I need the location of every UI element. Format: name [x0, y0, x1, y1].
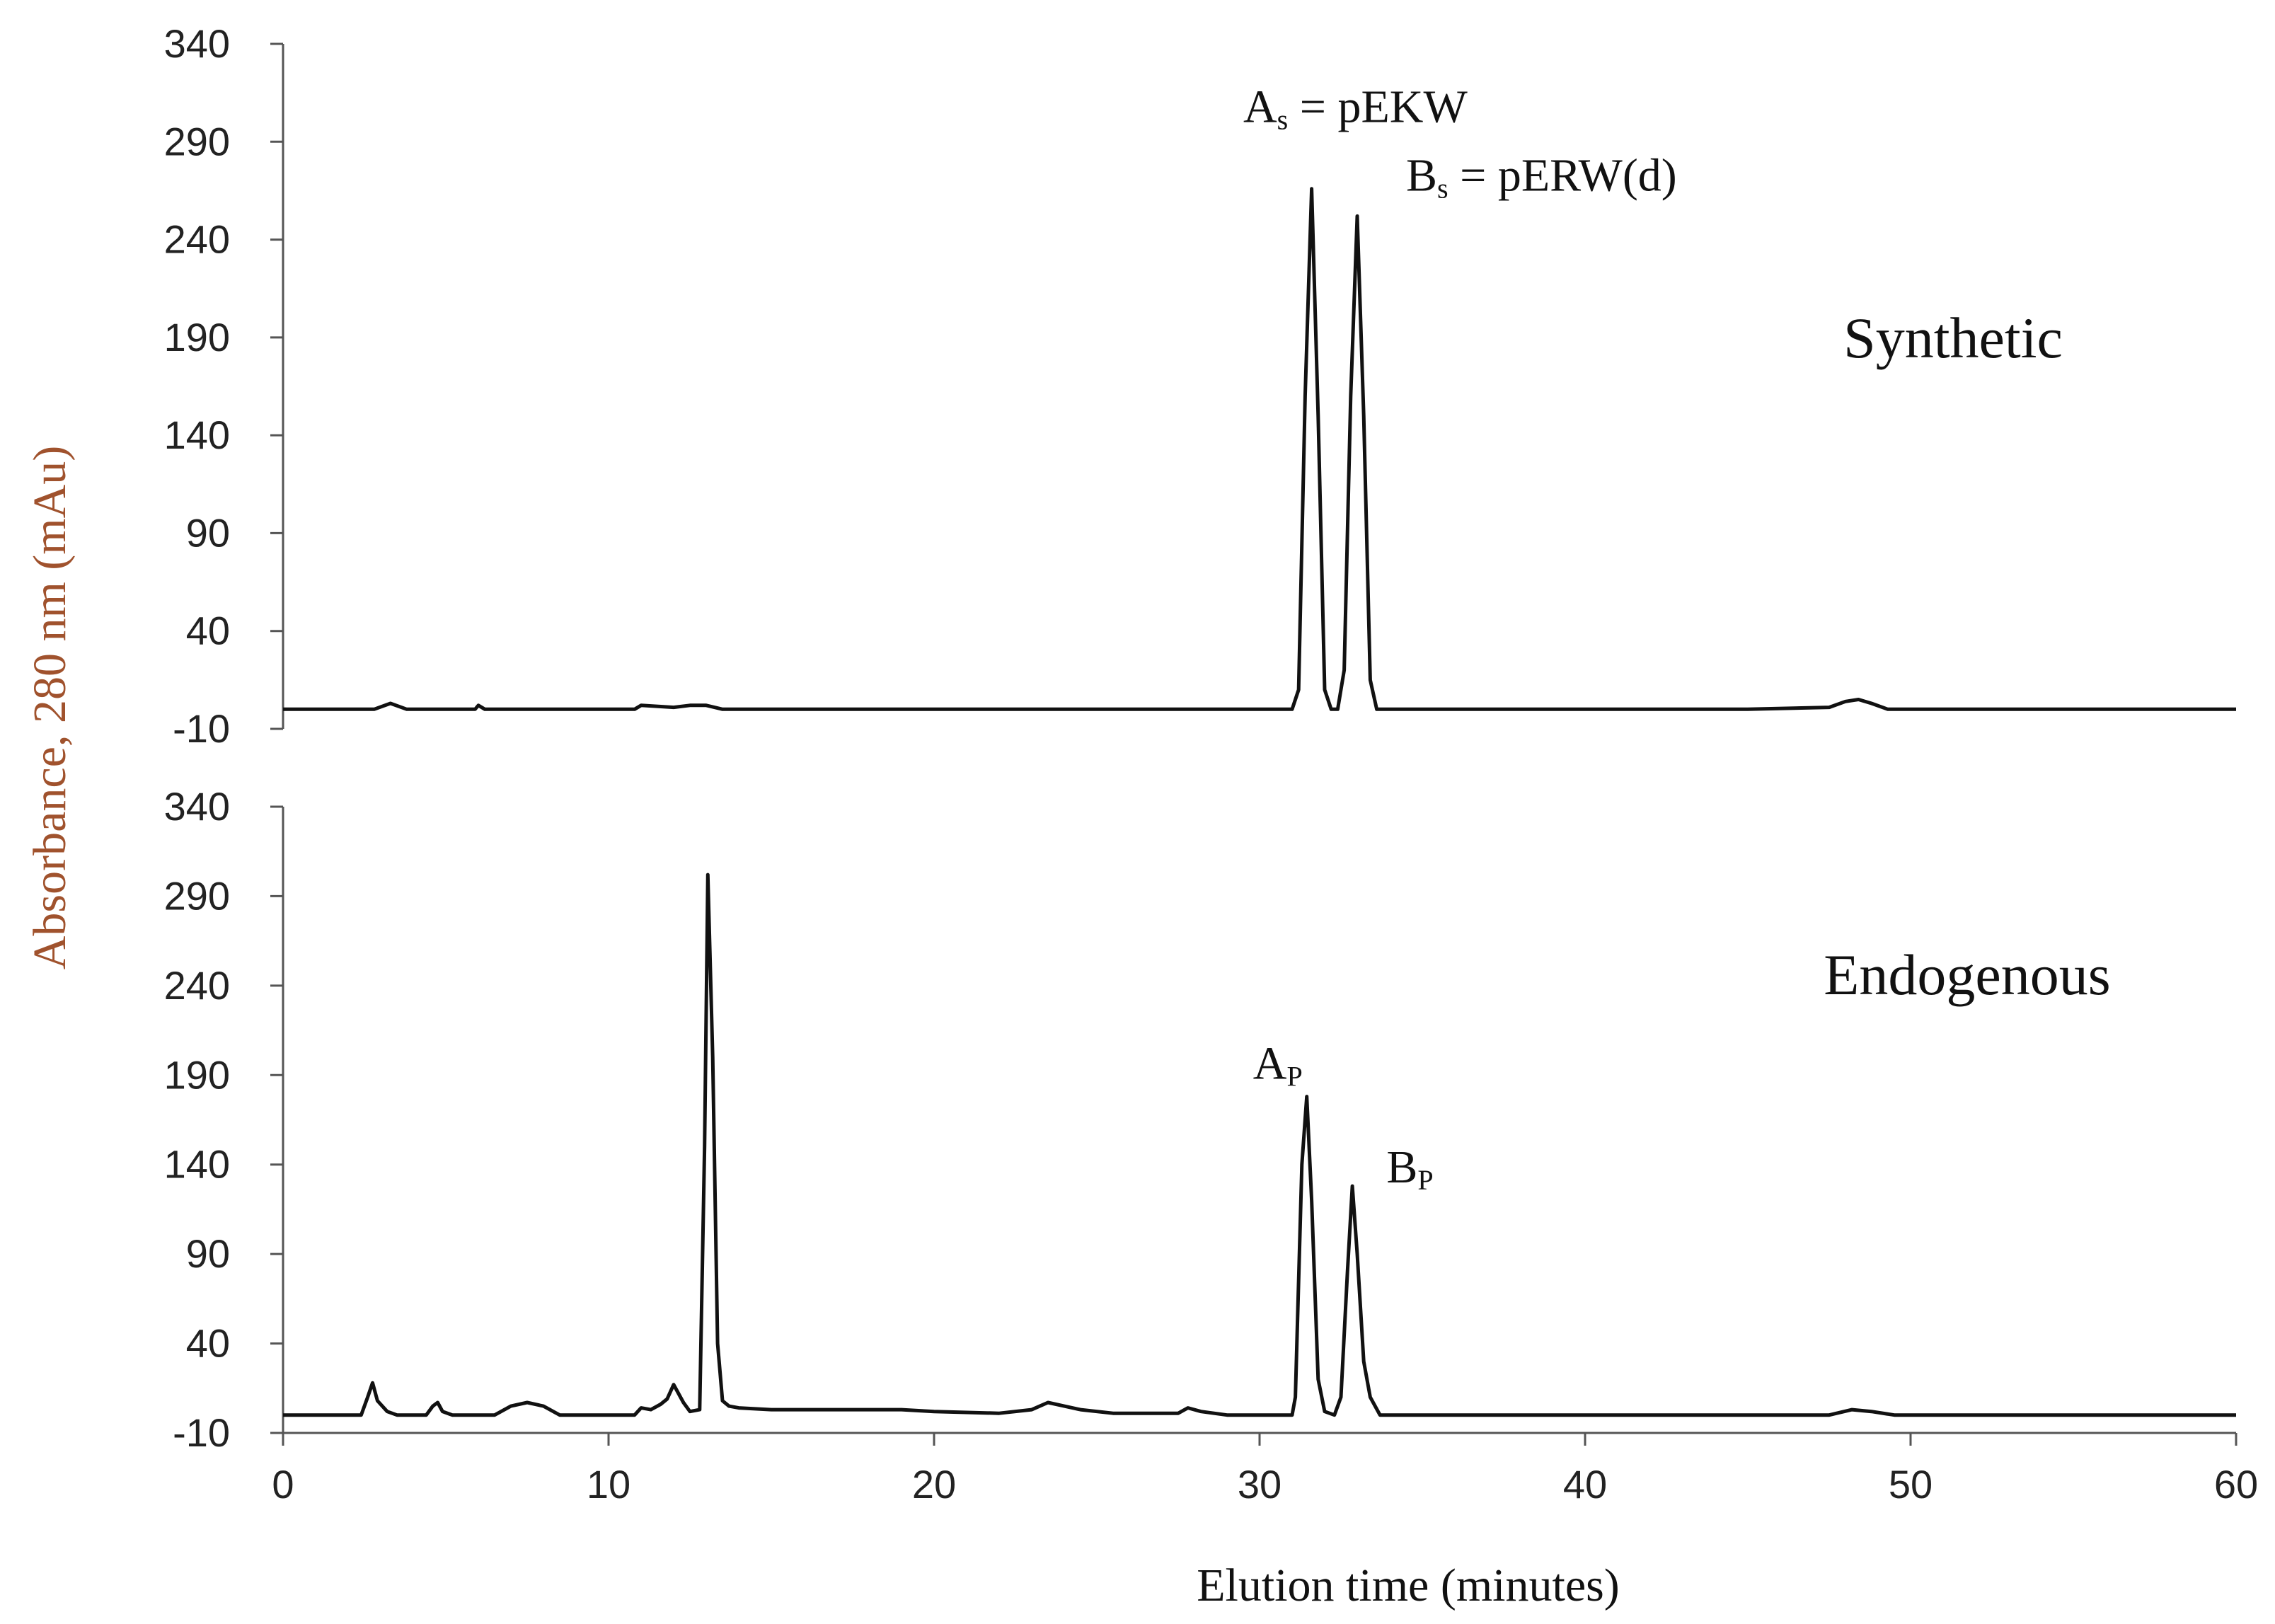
y-tick-label-endogenous: 240: [164, 963, 230, 1008]
panel-endogenous: 340 290 240 190 140 90 40 -10 Endogenous AP BP: [164, 784, 2236, 1455]
y-axis-title-group: Absorbance, 280 nm (mAu): [24, 446, 76, 970]
x-tick-label: 40: [1563, 1462, 1607, 1507]
x-tick-label: 30: [1238, 1462, 1282, 1507]
peak-annotation-endogenous: BP: [1386, 1141, 1433, 1196]
y-tick-label-synthetic: 240: [164, 217, 230, 262]
y-tick-label-synthetic: 40: [186, 609, 230, 653]
x-tick-label: 60: [2214, 1462, 2258, 1507]
trace-line-synthetic: [283, 187, 2236, 711]
x-axis: 0 10 20 30 40 50 60: [272, 1432, 2258, 1507]
x-tick-label: 50: [1889, 1462, 1933, 1507]
trace-line-endogenous: [283, 873, 2236, 1417]
x-axis-title: Elution time (minutes): [1197, 1560, 1620, 1611]
y-tick-label-synthetic: 190: [164, 315, 230, 359]
peak-annotation-synthetic: As = pEKW: [1243, 81, 1468, 136]
y-tick-label-endogenous: -10: [173, 1410, 230, 1455]
panel-synthetic: 340 290 240 190 140 90 40 -10 Synthetic As = pEKW…: [164, 21, 2236, 751]
y-axis-title: Absorbance, 280 nm (mAu): [24, 446, 76, 970]
panel-label-endogenous: Endogenous: [1824, 943, 2110, 1007]
panel-label-synthetic: Synthetic: [1843, 306, 2063, 370]
y-tick-label-endogenous: 140: [164, 1142, 230, 1187]
y-tick-label-endogenous: 90: [186, 1231, 230, 1276]
y-tick-label-synthetic: 140: [164, 413, 230, 457]
x-tick-label: 0: [272, 1462, 294, 1507]
y-tick-label-endogenous: 190: [164, 1052, 230, 1097]
x-tick-label: 10: [587, 1462, 630, 1507]
x-tick-label: 20: [912, 1462, 956, 1507]
peak-annotation-synthetic: Bs = pERW(d): [1406, 149, 1677, 204]
y-tick-label-synthetic: 340: [164, 21, 230, 66]
y-tick-label-endogenous: 40: [186, 1321, 230, 1366]
y-tick-label-endogenous: 290: [164, 873, 230, 918]
y-tick-label-synthetic: -10: [173, 706, 230, 751]
peak-annotation-endogenous: AP: [1253, 1037, 1303, 1092]
y-tick-label-synthetic: 290: [164, 119, 230, 163]
y-tick-label-synthetic: 90: [186, 510, 230, 555]
y-tick-label-endogenous: 340: [164, 784, 230, 829]
